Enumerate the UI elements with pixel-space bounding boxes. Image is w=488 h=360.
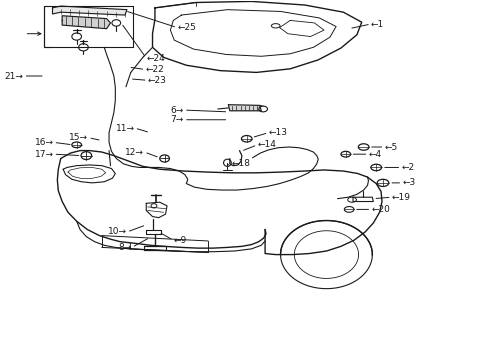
Text: ←14: ←14: [257, 140, 276, 149]
Polygon shape: [52, 6, 127, 15]
Text: 6→: 6→: [170, 105, 183, 114]
Polygon shape: [62, 16, 110, 29]
Text: ←13: ←13: [268, 128, 287, 137]
Text: 11→: 11→: [116, 123, 134, 132]
Text: ←25: ←25: [177, 23, 196, 32]
Text: 17→: 17→: [35, 150, 53, 159]
Text: ←4: ←4: [368, 150, 381, 159]
Text: ←5: ←5: [384, 143, 397, 152]
Text: ←1: ←1: [370, 19, 384, 28]
Text: ←23: ←23: [147, 76, 166, 85]
Polygon shape: [228, 105, 261, 111]
Text: 12→: 12→: [125, 148, 144, 157]
Text: 15→: 15→: [69, 133, 88, 142]
Text: ←19: ←19: [391, 193, 410, 202]
Text: 16→: 16→: [35, 138, 53, 147]
Text: ←3: ←3: [402, 178, 415, 187]
Text: ←9: ←9: [173, 236, 186, 245]
Text: ←22: ←22: [145, 65, 163, 74]
Text: 8→: 8→: [118, 243, 131, 252]
Text: 21→: 21→: [5, 72, 23, 81]
Text: ←20: ←20: [370, 205, 389, 214]
Text: 7→: 7→: [170, 115, 183, 124]
Text: 10→: 10→: [108, 228, 127, 237]
Text: ←18: ←18: [231, 159, 250, 168]
Text: ←2: ←2: [401, 163, 414, 172]
Text: ←24: ←24: [146, 54, 164, 63]
